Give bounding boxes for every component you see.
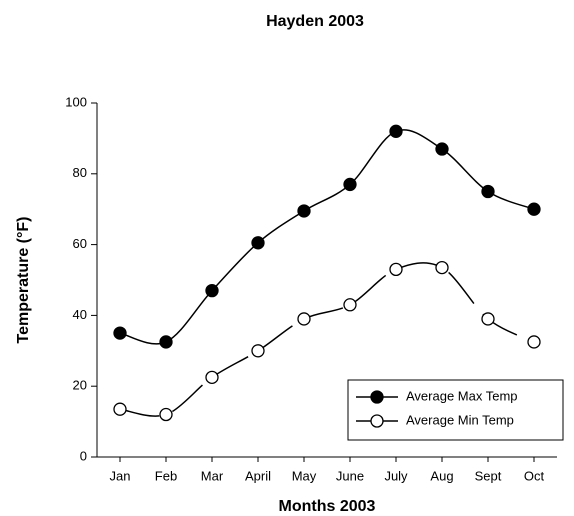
x-tick-label: Oct <box>524 468 545 483</box>
x-tick-label: Mar <box>201 468 224 483</box>
x-tick-label: Feb <box>155 468 177 483</box>
series-line <box>119 262 535 417</box>
x-tick-label: July <box>384 468 408 483</box>
point <box>251 344 265 358</box>
y-tick-label: 80 <box>73 165 87 180</box>
x-tick-label: June <box>336 468 364 483</box>
x-tick-label: Sept <box>475 468 502 483</box>
legend-label: Average Min Temp <box>406 412 514 427</box>
y-tick-label: 100 <box>65 94 87 109</box>
point <box>435 142 449 156</box>
point <box>527 202 541 216</box>
point <box>113 402 127 416</box>
point <box>297 204 311 218</box>
point <box>435 260 449 275</box>
chart-title: Hayden 2003 <box>266 13 364 30</box>
point <box>113 326 127 340</box>
point <box>389 262 403 277</box>
point <box>205 370 219 385</box>
point <box>159 407 173 422</box>
x-tick-label: April <box>245 468 271 483</box>
point <box>159 335 173 349</box>
y-tick-label: 0 <box>80 448 87 463</box>
y-axis-label: Temperature (°F) <box>15 216 32 343</box>
legend-marker <box>370 390 384 404</box>
x-axis-label: Months 2003 <box>279 498 376 515</box>
point <box>205 283 219 298</box>
point <box>343 298 357 312</box>
legend <box>347 379 564 441</box>
series-line <box>119 129 535 345</box>
y-tick-label: 60 <box>73 236 87 251</box>
point <box>343 177 357 192</box>
x-tick-label: May <box>292 468 317 483</box>
point <box>251 236 265 250</box>
legend-marker <box>370 414 384 428</box>
point <box>527 335 541 349</box>
point <box>481 312 495 326</box>
legend-label: Average Max Temp <box>406 388 518 403</box>
point <box>297 312 311 326</box>
x-tick-label: Aug <box>430 468 453 483</box>
x-tick-label: Jan <box>110 468 131 483</box>
y-tick-label: 40 <box>73 307 87 322</box>
point <box>481 184 495 199</box>
point <box>389 124 403 138</box>
y-tick-label: 20 <box>73 378 87 393</box>
